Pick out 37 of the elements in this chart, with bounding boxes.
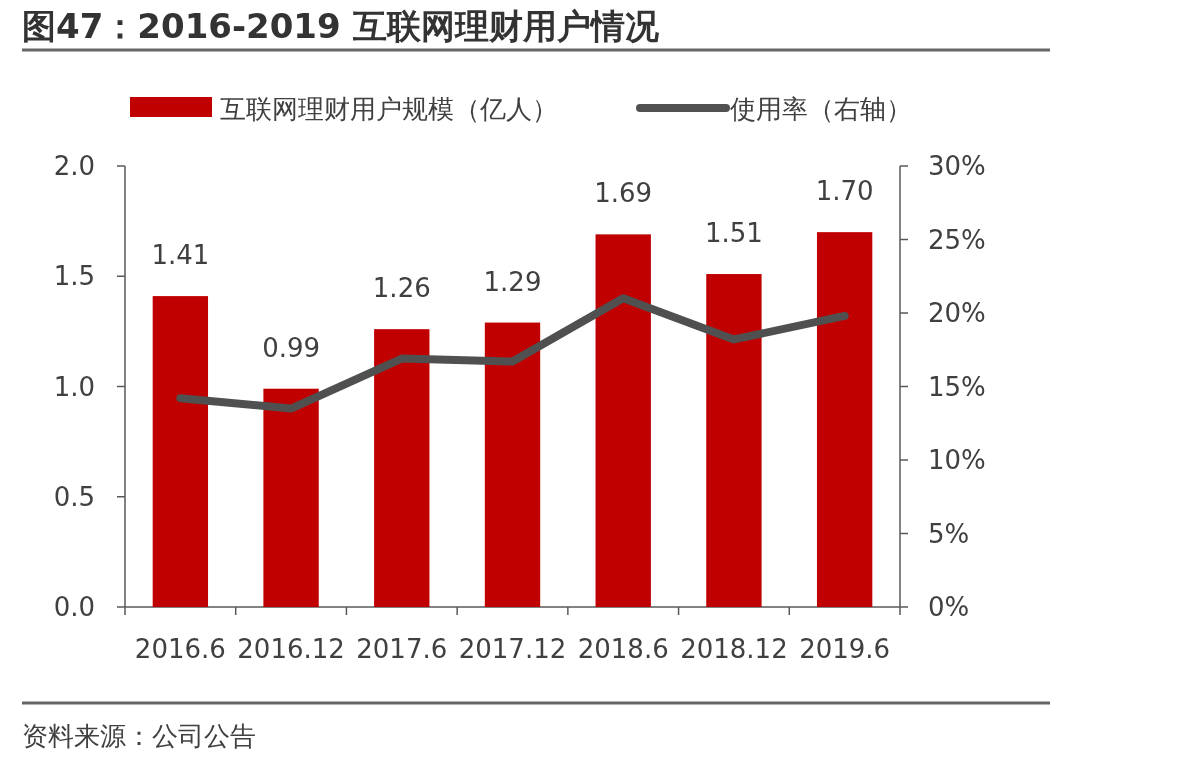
y2-tick-label: 15% xyxy=(928,371,986,402)
y2-tick-label: 30% xyxy=(928,151,986,181)
y-tick-label: 1.5 xyxy=(53,261,95,292)
bar xyxy=(706,274,762,607)
y-tick-label: 2.0 xyxy=(53,151,95,181)
x-tick-label: 2017.12 xyxy=(458,634,567,664)
bar xyxy=(374,329,430,607)
legend-label: 互联网理财用户规模（亿人） xyxy=(220,94,558,124)
x-tick-label: 2016.6 xyxy=(134,634,226,664)
y2-tick-label: 20% xyxy=(928,298,986,328)
bar xyxy=(263,388,319,607)
bar xyxy=(152,296,209,607)
x-tick-label: 2016.12 xyxy=(237,634,345,664)
y-tick-label: 0.5 xyxy=(53,481,95,512)
data-label: 1.29 xyxy=(483,266,542,297)
bar xyxy=(595,234,651,607)
y-tick-label: 1.0 xyxy=(53,371,95,402)
y2-tick-label: 25% xyxy=(928,224,986,255)
chart-title: 图47：2016-2019 互联网理财用户情况 xyxy=(22,6,660,46)
data-label: 0.99 xyxy=(262,332,321,363)
text: 资料来源：公司公告 xyxy=(22,721,256,751)
legend-label: 使用率（右轴） xyxy=(730,94,912,124)
x-tick-label: 2018.12 xyxy=(680,634,788,664)
data-label: 1.69 xyxy=(594,178,653,209)
x-tick-label: 2019.6 xyxy=(799,634,891,664)
data-label: 1.70 xyxy=(815,176,874,207)
data-label: 1.41 xyxy=(151,240,210,271)
x-tick-label: 2018.6 xyxy=(577,634,669,664)
data-label: 1.26 xyxy=(372,273,431,304)
y2-tick-label: 5% xyxy=(928,518,970,549)
y2-tick-label: 0% xyxy=(928,592,970,622)
y-tick-label: 0.0 xyxy=(53,592,95,622)
bar xyxy=(816,232,873,607)
bar xyxy=(484,322,541,607)
data-label: 1.51 xyxy=(704,218,763,249)
y2-tick-label: 10% xyxy=(928,445,986,475)
x-tick-label: 2017.6 xyxy=(356,634,448,664)
